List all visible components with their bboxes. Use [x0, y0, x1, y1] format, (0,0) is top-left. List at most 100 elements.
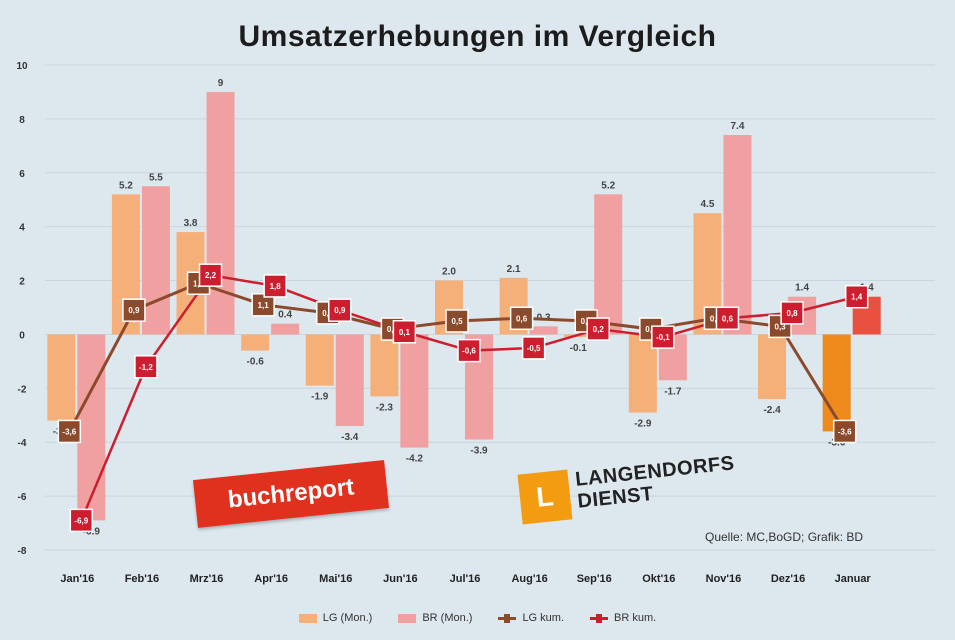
bar-value-label: 9 [218, 78, 224, 89]
bar-value-label: -3.9 [470, 446, 488, 457]
x-tick-label: Jun'16 [383, 573, 417, 585]
x-tick-label: Nov'16 [706, 573, 742, 585]
line-value-label: 0,2 [593, 325, 605, 334]
legend-label: LG (Mon.) [322, 612, 373, 624]
bar-value-label: -3.4 [341, 432, 359, 443]
bar [47, 334, 76, 421]
line-value-label: -0,6 [462, 347, 476, 356]
line-value-label: -3,6 [62, 427, 76, 436]
line-marker [832, 419, 857, 444]
line-marker [122, 298, 146, 322]
line-value-label: -6,9 [74, 516, 88, 525]
bar-value-label: -2.4 [763, 405, 781, 416]
bar [305, 334, 334, 386]
y-tick-label: 2 [19, 277, 25, 288]
legend-label: BR (Mon.) [422, 612, 473, 624]
bar [206, 91, 235, 335]
bar-value-label: -1.9 [311, 392, 329, 403]
line-marker [263, 274, 287, 298]
bar-value-label: 0.4 [278, 310, 292, 321]
x-tick-label: Dez'16 [771, 573, 805, 585]
bar-value-label: 5.2 [119, 180, 133, 191]
line-value-label: 0,5 [451, 317, 463, 326]
logo-text: LANGENDORFS DIENST [574, 452, 736, 513]
line-marker [780, 301, 804, 325]
x-tick-label: Aug'16 [511, 573, 547, 585]
line-marker [521, 336, 546, 360]
logo-icon: L [517, 469, 573, 525]
bar [335, 334, 364, 427]
y-tick-label: 4 [19, 223, 25, 234]
line-marker [134, 355, 158, 379]
x-tick-label: Apr'16 [254, 573, 288, 585]
legend-swatch [398, 613, 417, 623]
bar-value-label: -1.7 [664, 386, 682, 397]
chart-title: Umsatzerhebungen im Vergleich [238, 20, 717, 53]
y-tick-label: -2 [18, 384, 27, 395]
bar-value-label: 3.8 [184, 218, 198, 229]
bar [723, 135, 752, 335]
bar-value-label: -0.1 [570, 343, 588, 354]
line-value-label: 1,4 [851, 293, 863, 302]
line-marker [57, 419, 82, 444]
x-tick-label: Feb'16 [125, 573, 159, 585]
legend-item-br-kum: BR kum. [590, 612, 656, 624]
y-tick-label: 0 [19, 330, 25, 341]
x-tick-label: Mai'16 [319, 573, 352, 585]
legend-item-lg-mon: LG (Mon.) [298, 612, 373, 624]
x-tick-label: Januar [835, 573, 872, 585]
y-tick-label: -8 [18, 546, 27, 557]
legend-label: LG kum. [522, 612, 565, 624]
line-value-label: 0,9 [334, 306, 346, 315]
x-tick-label: Jan'16 [60, 573, 94, 585]
line-value-label: -3,6 [838, 427, 852, 436]
line-value-label: 0,8 [787, 309, 799, 318]
bar-value-label: 5.5 [149, 172, 163, 183]
bar-value-label: -0.6 [247, 357, 265, 368]
line-marker [392, 320, 417, 344]
bar [271, 323, 300, 335]
line-value-label: 0,6 [722, 314, 734, 323]
y-tick-label: -6 [18, 492, 27, 503]
bar [529, 326, 558, 335]
bar [594, 194, 623, 335]
bar-value-label: -2.3 [376, 402, 394, 413]
line-marker [445, 309, 469, 333]
line-value-label: 0,9 [128, 306, 140, 315]
line-value-label: 1,1 [258, 301, 270, 310]
legend-swatch [298, 613, 317, 623]
bar [822, 334, 851, 432]
line-marker [251, 293, 275, 317]
bar-value-label: 1.4 [795, 283, 809, 294]
bar [370, 334, 399, 397]
y-tick-label: -4 [18, 438, 27, 449]
bar [758, 334, 787, 400]
bar-value-label: -4.2 [406, 454, 424, 465]
bar-value-label: 7.4 [731, 121, 745, 132]
line-marker [715, 306, 740, 331]
line-marker [457, 338, 481, 363]
line-marker [328, 298, 352, 322]
line-value-label: 1,8 [270, 282, 282, 291]
line-marker [198, 263, 223, 287]
bar [77, 334, 106, 521]
legend: LG (Mon.) BR (Mon.) LG kum. BR kum. [0, 612, 955, 624]
line-marker [69, 508, 94, 533]
line-value-label: 0,6 [516, 314, 528, 323]
bar-value-label: -2.9 [634, 419, 652, 430]
legend-line [498, 613, 517, 623]
bar-value-label: 4.5 [701, 199, 715, 210]
line-value-label: -1,2 [139, 363, 153, 372]
line-value-label: -0,5 [527, 344, 541, 353]
x-tick-label: Okt'16 [642, 573, 675, 585]
bar [141, 186, 170, 335]
x-tick-label: Jul'16 [450, 573, 481, 585]
x-tick-label: Mrz'16 [190, 573, 224, 585]
legend-line [590, 613, 609, 623]
line-marker [651, 325, 675, 349]
bar-value-label: 2.1 [507, 264, 521, 275]
y-tick-label: 8 [19, 115, 25, 126]
legend-item-br-mon: BR (Mon.) [398, 612, 472, 624]
legend-label: BR kum. [614, 612, 657, 624]
